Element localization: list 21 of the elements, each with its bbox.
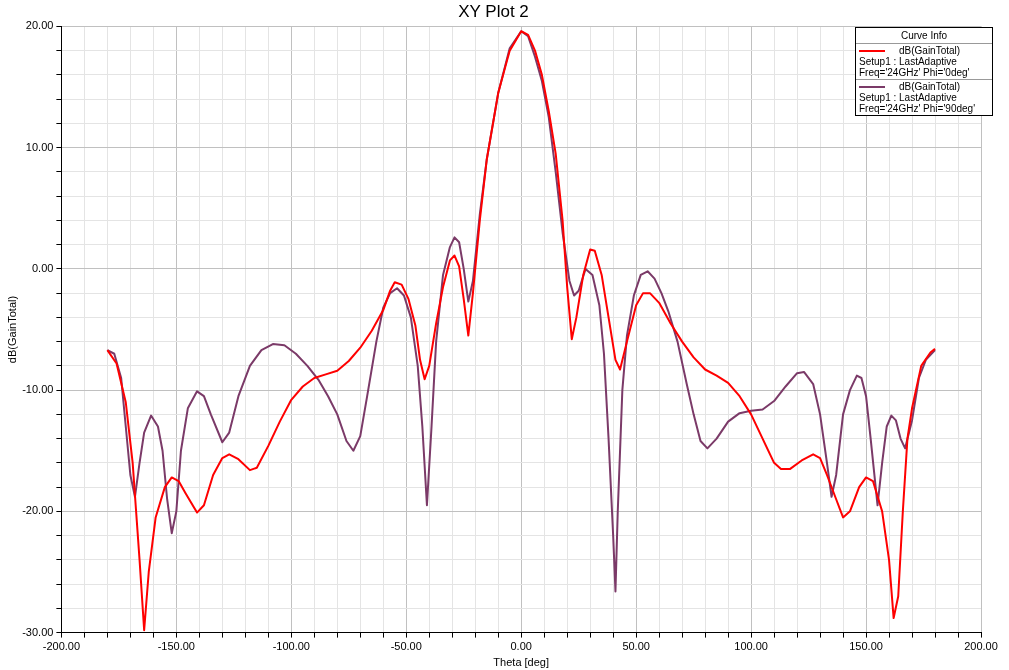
x-tick-label: 0.00 — [510, 640, 532, 653]
x-tick-label: -200.00 — [42, 640, 81, 653]
y-axis-title: dB(GainTotal) — [5, 295, 18, 364]
y-tick-label: 0.00 — [31, 261, 54, 274]
x-tick-label: 200.00 — [964, 640, 998, 653]
y-tick-label: -20.00 — [22, 504, 54, 517]
y-tick-label: 10.00 — [25, 140, 54, 153]
y-tick-label: -10.00 — [22, 383, 54, 396]
chart-title: XY Plot 2 — [458, 1, 529, 21]
legend-label: dB(GainTotal) Setup1 : LastAdaptive Freq='24GHz' Phi='0deg' — [856, 44, 992, 80]
x-tick-label: -50.00 — [390, 640, 422, 653]
x-tick-label: 50.00 — [622, 640, 650, 653]
y-tick-label: 20.00 — [25, 19, 54, 32]
y-tick-label: -30.00 — [22, 625, 54, 638]
x-axis-title: Theta [deg] — [493, 656, 550, 669]
x-tick-label: -150.00 — [157, 640, 195, 653]
x-tick-label: 100.00 — [734, 640, 768, 653]
x-tick-label: -100.00 — [272, 640, 310, 653]
legend-label: dB(GainTotal) Setup1 : LastAdaptive Freq='24GHz' Phi='90deg' — [858, 80, 977, 115]
x-tick-label: 150.00 — [849, 640, 883, 653]
legend-title: Curve Info — [856, 28, 992, 44]
